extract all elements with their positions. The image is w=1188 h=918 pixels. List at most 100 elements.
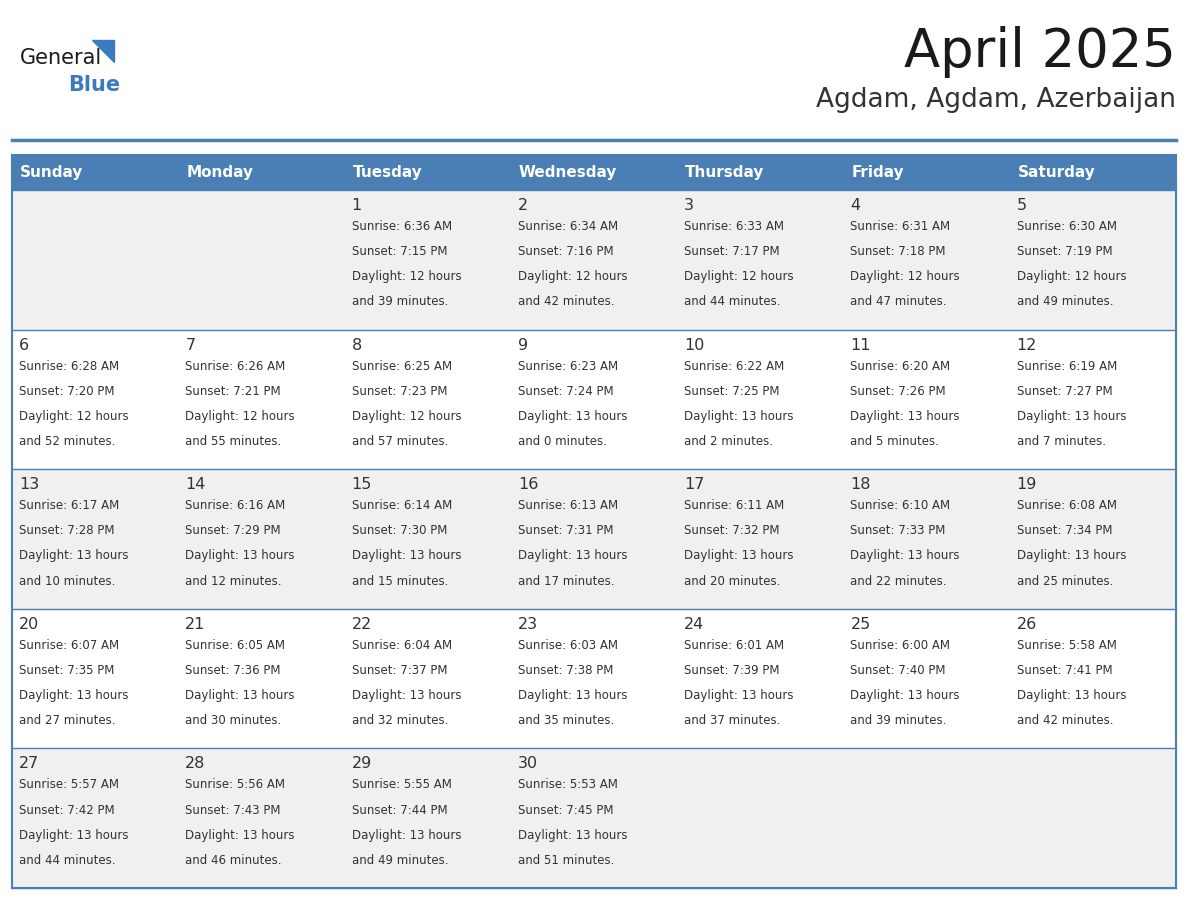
- Text: Daylight: 13 hours: Daylight: 13 hours: [518, 550, 627, 563]
- Text: and 22 minutes.: and 22 minutes.: [851, 575, 947, 588]
- Text: 23: 23: [518, 617, 538, 632]
- Text: Sunrise: 6:01 AM: Sunrise: 6:01 AM: [684, 639, 784, 652]
- FancyBboxPatch shape: [178, 330, 345, 469]
- FancyBboxPatch shape: [1010, 609, 1176, 748]
- Text: Daylight: 13 hours: Daylight: 13 hours: [851, 550, 960, 563]
- Text: and 10 minutes.: and 10 minutes.: [19, 575, 115, 588]
- Text: Sunrise: 6:26 AM: Sunrise: 6:26 AM: [185, 360, 285, 373]
- Text: Sunrise: 6:36 AM: Sunrise: 6:36 AM: [352, 220, 451, 233]
- Text: and 42 minutes.: and 42 minutes.: [1017, 714, 1113, 727]
- Text: Sunrise: 5:57 AM: Sunrise: 5:57 AM: [19, 778, 119, 791]
- Text: and 2 minutes.: and 2 minutes.: [684, 435, 773, 448]
- Text: Sunset: 7:21 PM: Sunset: 7:21 PM: [185, 385, 280, 397]
- Text: and 37 minutes.: and 37 minutes.: [684, 714, 781, 727]
- Text: Sunrise: 6:07 AM: Sunrise: 6:07 AM: [19, 639, 119, 652]
- Text: Daylight: 13 hours: Daylight: 13 hours: [1017, 550, 1126, 563]
- FancyBboxPatch shape: [12, 748, 178, 888]
- Text: Sunset: 7:31 PM: Sunset: 7:31 PM: [518, 524, 613, 537]
- Text: Friday: Friday: [852, 165, 904, 180]
- Text: 8: 8: [352, 338, 362, 353]
- Text: and 57 minutes.: and 57 minutes.: [352, 435, 448, 448]
- FancyBboxPatch shape: [345, 190, 511, 330]
- FancyBboxPatch shape: [1010, 748, 1176, 888]
- FancyBboxPatch shape: [843, 190, 1010, 330]
- Text: Daylight: 13 hours: Daylight: 13 hours: [185, 829, 295, 842]
- Text: Sunrise: 6:04 AM: Sunrise: 6:04 AM: [352, 639, 451, 652]
- Text: 30: 30: [518, 756, 538, 771]
- Text: Daylight: 13 hours: Daylight: 13 hours: [851, 689, 960, 702]
- Text: Sunrise: 6:10 AM: Sunrise: 6:10 AM: [851, 499, 950, 512]
- Text: and 49 minutes.: and 49 minutes.: [352, 854, 448, 867]
- FancyBboxPatch shape: [677, 155, 843, 190]
- FancyBboxPatch shape: [843, 330, 1010, 469]
- Text: and 46 minutes.: and 46 minutes.: [185, 854, 282, 867]
- FancyBboxPatch shape: [178, 155, 345, 190]
- FancyBboxPatch shape: [345, 748, 511, 888]
- Text: Sunrise: 6:23 AM: Sunrise: 6:23 AM: [518, 360, 618, 373]
- FancyBboxPatch shape: [12, 469, 178, 609]
- Text: and 52 minutes.: and 52 minutes.: [19, 435, 115, 448]
- Text: and 15 minutes.: and 15 minutes.: [352, 575, 448, 588]
- FancyBboxPatch shape: [677, 748, 843, 888]
- Text: Sunrise: 6:03 AM: Sunrise: 6:03 AM: [518, 639, 618, 652]
- Text: 10: 10: [684, 338, 704, 353]
- Text: Daylight: 13 hours: Daylight: 13 hours: [684, 409, 794, 423]
- Text: Sunset: 7:23 PM: Sunset: 7:23 PM: [352, 385, 447, 397]
- Text: 17: 17: [684, 477, 704, 492]
- Text: and 51 minutes.: and 51 minutes.: [518, 854, 614, 867]
- FancyBboxPatch shape: [677, 609, 843, 748]
- FancyBboxPatch shape: [843, 609, 1010, 748]
- Text: 5: 5: [1017, 198, 1026, 213]
- Text: 26: 26: [1017, 617, 1037, 632]
- FancyBboxPatch shape: [345, 469, 511, 609]
- FancyBboxPatch shape: [345, 155, 511, 190]
- Text: Daylight: 13 hours: Daylight: 13 hours: [518, 409, 627, 423]
- Text: Sunrise: 6:17 AM: Sunrise: 6:17 AM: [19, 499, 119, 512]
- Text: 16: 16: [518, 477, 538, 492]
- Text: 27: 27: [19, 756, 39, 771]
- Text: Daylight: 12 hours: Daylight: 12 hours: [19, 409, 128, 423]
- Text: Sunrise: 6:11 AM: Sunrise: 6:11 AM: [684, 499, 784, 512]
- FancyBboxPatch shape: [178, 609, 345, 748]
- Polygon shape: [91, 40, 114, 62]
- Text: 7: 7: [185, 338, 195, 353]
- Text: and 55 minutes.: and 55 minutes.: [185, 435, 282, 448]
- FancyBboxPatch shape: [843, 469, 1010, 609]
- Text: and 0 minutes.: and 0 minutes.: [518, 435, 607, 448]
- Text: Sunrise: 6:16 AM: Sunrise: 6:16 AM: [185, 499, 285, 512]
- Text: 3: 3: [684, 198, 694, 213]
- Text: Sunset: 7:37 PM: Sunset: 7:37 PM: [352, 664, 447, 677]
- Text: and 27 minutes.: and 27 minutes.: [19, 714, 115, 727]
- Text: and 39 minutes.: and 39 minutes.: [851, 714, 947, 727]
- Text: Daylight: 13 hours: Daylight: 13 hours: [185, 689, 295, 702]
- Text: Sunrise: 6:34 AM: Sunrise: 6:34 AM: [518, 220, 618, 233]
- Text: 14: 14: [185, 477, 206, 492]
- FancyBboxPatch shape: [511, 330, 677, 469]
- Text: Sunset: 7:20 PM: Sunset: 7:20 PM: [19, 385, 114, 397]
- Text: Sunset: 7:16 PM: Sunset: 7:16 PM: [518, 245, 613, 258]
- Text: 2: 2: [518, 198, 527, 213]
- Text: Sunset: 7:43 PM: Sunset: 7:43 PM: [185, 803, 280, 816]
- Text: 6: 6: [19, 338, 30, 353]
- Text: and 12 minutes.: and 12 minutes.: [185, 575, 282, 588]
- Text: 11: 11: [851, 338, 871, 353]
- Text: and 39 minutes.: and 39 minutes.: [352, 296, 448, 308]
- FancyBboxPatch shape: [12, 330, 178, 469]
- Text: and 17 minutes.: and 17 minutes.: [518, 575, 614, 588]
- FancyBboxPatch shape: [677, 469, 843, 609]
- Text: Sunrise: 6:33 AM: Sunrise: 6:33 AM: [684, 220, 784, 233]
- Text: Daylight: 12 hours: Daylight: 12 hours: [352, 270, 461, 284]
- Text: and 47 minutes.: and 47 minutes.: [851, 296, 947, 308]
- FancyBboxPatch shape: [12, 609, 178, 748]
- Text: 20: 20: [19, 617, 39, 632]
- Text: 18: 18: [851, 477, 871, 492]
- Text: Sunset: 7:19 PM: Sunset: 7:19 PM: [1017, 245, 1112, 258]
- Text: Sunrise: 6:13 AM: Sunrise: 6:13 AM: [518, 499, 618, 512]
- Text: and 42 minutes.: and 42 minutes.: [518, 296, 614, 308]
- Text: 25: 25: [851, 617, 871, 632]
- FancyBboxPatch shape: [178, 469, 345, 609]
- Text: Sunset: 7:29 PM: Sunset: 7:29 PM: [185, 524, 280, 537]
- FancyBboxPatch shape: [1010, 469, 1176, 609]
- Text: and 20 minutes.: and 20 minutes.: [684, 575, 781, 588]
- Text: 29: 29: [352, 756, 372, 771]
